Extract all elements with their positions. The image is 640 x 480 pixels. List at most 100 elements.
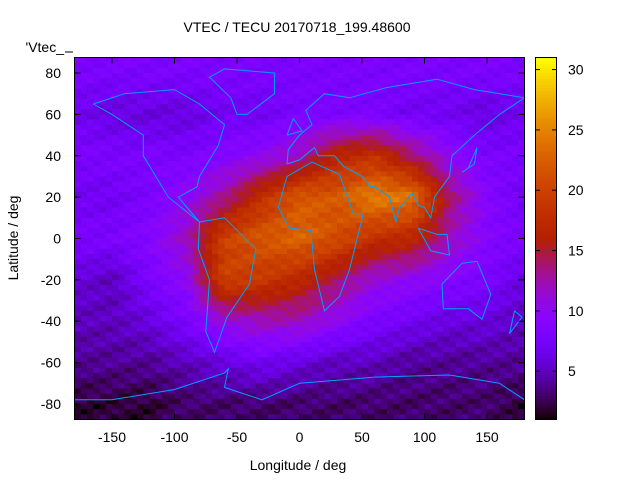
heatmap-cell <box>230 197 238 203</box>
heatmap-cell <box>399 383 407 389</box>
heatmap-cell <box>74 290 82 296</box>
heatmap-cell <box>187 145 194 151</box>
heatmap-cell <box>155 119 163 126</box>
heatmap-cell <box>224 295 232 301</box>
heatmap-cell <box>230 98 238 105</box>
heatmap-cell <box>130 321 138 327</box>
heatmap-cell <box>137 57 144 64</box>
heatmap-cell <box>399 104 407 110</box>
heatmap-cell <box>130 140 138 146</box>
heatmap-cell <box>137 186 144 193</box>
heatmap-cell <box>237 248 244 255</box>
heatmap-cell <box>487 155 494 162</box>
heatmap-cell <box>412 83 419 89</box>
heatmap-cell <box>362 269 369 276</box>
heatmap-cell <box>362 367 369 374</box>
heatmap-cell <box>430 140 438 146</box>
heatmap-cell <box>249 300 257 307</box>
heatmap-cell <box>449 414 457 420</box>
heatmap-cell <box>87 274 94 281</box>
heatmap-cell <box>224 316 232 322</box>
heatmap-cell <box>449 336 457 343</box>
heatmap-cell <box>312 166 319 172</box>
heatmap-cell <box>287 135 294 141</box>
heatmap-cell <box>387 67 394 74</box>
heatmap-cell <box>112 331 119 338</box>
heatmap-cell <box>112 310 119 317</box>
heatmap-cell <box>118 310 125 317</box>
heatmap-cell <box>343 140 350 146</box>
heatmap-cell <box>218 398 225 405</box>
heatmap-cell <box>224 274 232 281</box>
heatmap-cell <box>437 274 444 281</box>
heatmap-cell <box>93 166 100 172</box>
heatmap-cell <box>480 191 488 198</box>
heatmap-cell <box>205 176 213 183</box>
heatmap-cell <box>430 254 438 260</box>
heatmap-cell <box>387 372 394 379</box>
heatmap-cell <box>480 388 488 395</box>
heatmap-cell <box>149 357 157 364</box>
heatmap-cell <box>218 248 225 255</box>
heatmap-cell <box>168 238 175 245</box>
heatmap-cell <box>268 352 275 358</box>
heatmap-cell <box>368 388 375 395</box>
heatmap-cell <box>455 233 463 239</box>
heatmap-cell <box>455 300 463 307</box>
heatmap-cell <box>399 367 407 374</box>
heatmap-cell <box>112 321 119 327</box>
heatmap-cell <box>105 181 113 188</box>
heatmap-cell <box>355 109 363 115</box>
heatmap-cell <box>293 398 300 405</box>
heatmap-cell <box>155 124 163 131</box>
heatmap-cell <box>343 372 350 379</box>
heatmap-cell <box>205 104 213 110</box>
heatmap-cell <box>168 150 175 157</box>
heatmap-cell <box>368 186 375 193</box>
heatmap-cell <box>155 181 163 188</box>
heatmap-cell <box>268 295 275 301</box>
heatmap-cell <box>212 285 219 291</box>
heatmap-cell <box>480 197 488 203</box>
heatmap-cell <box>424 67 432 74</box>
heatmap-cell <box>399 243 407 250</box>
heatmap-cell <box>274 264 282 270</box>
heatmap-cell <box>487 202 494 208</box>
heatmap-cell <box>518 104 525 110</box>
heatmap-cell <box>168 264 175 270</box>
heatmap-cell <box>518 129 525 136</box>
heatmap-cell <box>162 212 169 219</box>
heatmap-cell <box>299 326 307 332</box>
heatmap-cell <box>287 331 294 338</box>
heatmap-cell <box>118 352 125 358</box>
heatmap-cell <box>437 93 444 100</box>
heatmap-cell <box>462 367 469 374</box>
heatmap-cell <box>387 295 394 301</box>
heatmap-cell <box>468 98 475 105</box>
heatmap-cell <box>268 176 275 183</box>
heatmap-cell <box>137 62 144 69</box>
heatmap-cell <box>187 212 194 219</box>
heatmap-cell <box>87 357 94 364</box>
heatmap-cell <box>212 228 219 234</box>
heatmap-cell <box>455 57 463 64</box>
heatmap-cell <box>505 93 513 100</box>
heatmap-cell <box>205 378 213 384</box>
heatmap-cell <box>455 207 463 214</box>
heatmap-cell <box>262 217 269 224</box>
heatmap-cell <box>299 233 307 239</box>
heatmap-cell <box>437 326 444 332</box>
heatmap-cell <box>287 321 294 327</box>
heatmap-cell <box>493 181 500 188</box>
heatmap-cell <box>93 414 100 420</box>
heatmap-cell <box>462 269 469 276</box>
heatmap-cell <box>480 160 488 167</box>
heatmap-cell <box>174 398 182 405</box>
heatmap-cell <box>130 114 138 120</box>
heatmap-cell <box>124 331 132 338</box>
heatmap-cell <box>99 73 107 79</box>
heatmap-cell <box>180 176 188 183</box>
heatmap-cell <box>337 197 344 203</box>
heatmap-cell <box>155 285 163 291</box>
heatmap-cell <box>424 222 432 229</box>
